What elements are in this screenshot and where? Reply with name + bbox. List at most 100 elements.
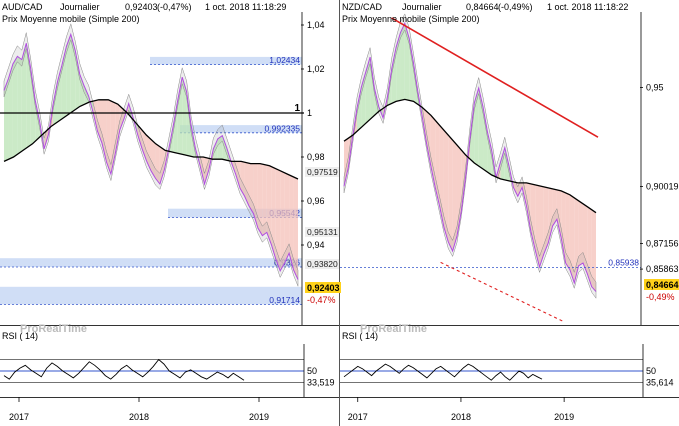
undefined-cloud-segment [409, 37, 414, 102]
undefined-cloud-segment [526, 182, 531, 231]
undefined-price-box [305, 259, 339, 269]
undefined-cloud-segment [461, 150, 466, 211]
undefined-y-tick-label: 1 [307, 108, 312, 118]
undefined-cloud-segment [200, 157, 205, 184]
undefined-rsi-level-label: 50 [307, 366, 317, 376]
undefined-trend-line-solid [391, 17, 599, 138]
undefined-cloud-segment [561, 190, 566, 263]
undefined-ma200-line [3, 99, 299, 180]
undefined-cloud-segment [543, 186, 549, 255]
audcad-watermark: ProRealTime [20, 323, 87, 335]
undefined-cloud-segment [240, 161, 245, 197]
undefined-y-tick-label: 0,85863 [646, 264, 679, 274]
undefined-x-tick-label: 2019 [249, 412, 269, 422]
undefined-x-tick-label: 2018 [451, 412, 471, 422]
undefined-trend-line-dashed [440, 261, 565, 323]
undefined-cloud-segment [426, 111, 431, 168]
undefined-x-tick-label: 2017 [348, 412, 368, 422]
undefined-ma200-line [343, 98, 597, 214]
undefined-rsi-line [3, 358, 245, 381]
undefined-cloud-segment [84, 86, 89, 105]
undefined-cloud-segment [75, 51, 80, 110]
audcad-rsi-title: RSI ( 14) [2, 331, 38, 341]
nzdcad-last-price: 0,84664 [466, 2, 499, 12]
undefined-cloud-segment [159, 146, 165, 184]
undefined-rsi-level-label: 50 [646, 366, 656, 376]
undefined-cloud-segment [253, 163, 258, 228]
audcad-header: AUD/CAD Journalier 0,92403 (-0,47%) 1 oc… [2, 2, 286, 24]
undefined-support-label: 0,992335 [265, 123, 301, 133]
undefined-cloud-segment [275, 168, 281, 272]
undefined-cloud-segment [565, 192, 570, 271]
undefined-rsi-line [343, 363, 543, 381]
undefined-cloud-segment [280, 170, 285, 272]
undefined-cloud-segment [244, 162, 249, 206]
undefined-cloud-segment [61, 47, 67, 119]
undefined-support-label: 1,02434 [269, 55, 300, 65]
undefined-cloud-segment [257, 163, 263, 237]
nzdcad-chart[interactable]: 0,85938 0,95 0,90019 0,87156 0,85863 0,84664… [340, 2, 679, 422]
undefined-rsi-last-value: 33,519 [307, 378, 335, 388]
undefined-price-label: 0,93820 [307, 259, 338, 269]
undefined-cloud-segment [289, 174, 294, 270]
undefined-price-box [305, 167, 339, 177]
undefined-cloud-segment [474, 87, 479, 167]
undefined-cloud-segment [271, 166, 276, 259]
undefined-current-price: 0,92403 [307, 283, 340, 293]
undefined-cloud-segment [361, 71, 366, 128]
undefined-cloud-segment [284, 172, 290, 263]
nzdcad-rsi-title: RSI ( 14) [342, 331, 378, 341]
undefined-cloud-segment [151, 139, 156, 179]
undefined-support-zone [0, 286, 302, 305]
undefined-cloud-segment [262, 164, 267, 237]
undefined-support-zone [0, 258, 302, 267]
undefined-cloud-segment [400, 23, 405, 101]
undefined-y-tick-label: 0,96 [307, 196, 325, 206]
undefined-current-price-box [305, 282, 341, 293]
undefined-cloud-segment [293, 176, 298, 281]
undefined-cloud-segment [17, 55, 22, 155]
undefined-cloud-segment [146, 135, 151, 171]
undefined-y-tick-label: 1,04 [307, 20, 325, 30]
undefined-cloud-segment [443, 130, 449, 243]
undefined-cloud-segment [591, 209, 596, 293]
undefined-cloud-segment [119, 106, 125, 131]
undefined-support-zone [168, 208, 302, 218]
undefined-current-price-box [644, 279, 679, 290]
undefined-cloud-segment [569, 194, 575, 283]
undefined-y-tick-label: 0,94 [307, 240, 325, 250]
undefined-y-tick-label: 1,02 [307, 64, 325, 74]
undefined-cloud-segment [21, 42, 27, 152]
undefined-cloud-segment [370, 57, 375, 120]
undefined-cloud-segment [8, 64, 13, 160]
undefined-price-line [3, 32, 299, 280]
undefined-cloud-segment [30, 69, 36, 145]
undefined-cloud-segment [142, 130, 147, 162]
nzdcad-datetime: 1 oct. 2018 11:18:22 [547, 2, 628, 12]
undefined-cloud-segment [578, 200, 583, 267]
undefined-cloud-segment [88, 95, 94, 113]
undefined-y-tick-label: 0,87156 [646, 238, 679, 248]
undefined-support-zone [150, 56, 302, 65]
undefined-cloud-segment [344, 138, 349, 187]
undefined-cloud-segment [483, 107, 488, 172]
nzdcad-symbol: NZD/CAD [342, 2, 382, 12]
undefined-y-tick-label: 0,90019 [646, 181, 679, 191]
undefined-cloud-segment [97, 99, 102, 144]
undefined-parity-label: 1 [294, 103, 300, 114]
undefined-level-label: 0,85938 [608, 258, 639, 268]
undefined-cloud-segment [535, 184, 540, 267]
undefined-cloud-segment [456, 145, 462, 237]
undefined-price-box [305, 227, 339, 237]
undefined-cloud-segment [155, 143, 160, 184]
undefined-y-tick-label: 0,98 [307, 152, 325, 162]
undefined-y-tick-label: 0,95 [646, 83, 664, 93]
nzdcad-indicator-label: Prix Moyenne mobile (Simple 200) [342, 14, 480, 24]
undefined-cloud-segment [404, 23, 410, 101]
undefined-x-tick-label: 2017 [9, 412, 29, 422]
audcad-last-price: 0,92403 [125, 2, 158, 12]
undefined-price-envelope [3, 22, 299, 287]
undefined-cloud-segment [44, 128, 49, 149]
